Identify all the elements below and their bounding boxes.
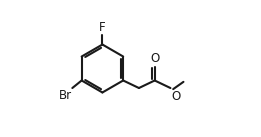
Text: F: F (99, 21, 106, 34)
Text: O: O (150, 52, 159, 65)
Text: Br: Br (58, 89, 72, 102)
Text: O: O (171, 90, 180, 103)
